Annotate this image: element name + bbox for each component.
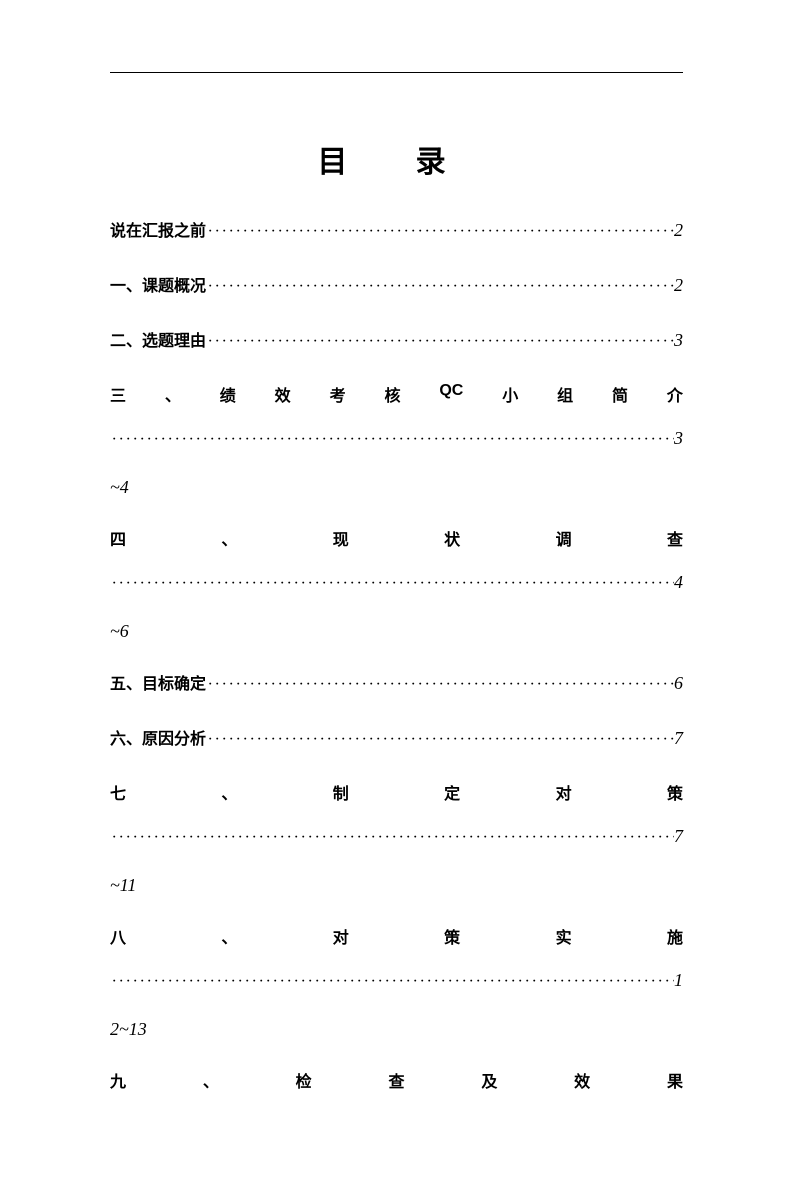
toc-char: 调 [556, 526, 572, 550]
toc-char: 对 [333, 924, 349, 948]
toc-char: QC [439, 382, 463, 406]
toc-dots-line: 1 [110, 970, 683, 991]
toc-char: 实 [556, 924, 572, 948]
toc-label: 一、课题概况 [110, 275, 206, 299]
toc-char: 小 [502, 382, 518, 406]
toc-char: 七 [110, 780, 126, 804]
toc-char: 果 [667, 1068, 683, 1092]
toc-dots [110, 973, 674, 991]
toc-entry-justified: 四 、 现 状 调 查 [110, 526, 683, 550]
toc-entry-justified: 七 、 制 定 对 策 [110, 780, 683, 804]
toc-page: 2 [674, 272, 683, 299]
toc-char: 检 [296, 1068, 312, 1092]
toc-dots-line: 4 [110, 572, 683, 593]
toc-continuation: ~6 [110, 621, 683, 642]
toc-char: 绩 [220, 382, 236, 406]
toc-page: 1 [674, 970, 683, 991]
toc-char: 组 [557, 382, 573, 406]
toc-dots [206, 728, 674, 752]
toc-dots [110, 431, 674, 449]
toc-page: 7 [674, 725, 683, 752]
toc-label: 六、原因分析 [110, 728, 206, 752]
toc-char: 及 [481, 1068, 497, 1092]
toc-char: 查 [388, 1068, 404, 1092]
toc-entry: 五、目标确定 6 [110, 670, 683, 697]
toc-entry: 二、选题理由 3 [110, 327, 683, 354]
toc-entry-justified: 八 、 对 策 实 施 [110, 924, 683, 948]
toc-char: 制 [333, 780, 349, 804]
toc-entry: 六、原因分析 7 [110, 725, 683, 752]
toc-page: 6 [674, 670, 683, 697]
toc-char: 四 [110, 526, 126, 550]
toc-char: 八 [110, 924, 126, 948]
toc-continuation: 2~13 [110, 1019, 683, 1040]
top-rule [110, 72, 683, 73]
toc-dots-line: 3 [110, 428, 683, 449]
toc-dots [206, 220, 674, 244]
toc-char: 、 [221, 924, 237, 948]
toc-title: 目 录 [110, 137, 683, 181]
toc-page: 7 [674, 826, 683, 847]
toc-dots-line: 7 [110, 826, 683, 847]
toc-char: 考 [330, 382, 346, 406]
toc-label: 说在汇报之前 [110, 220, 206, 244]
toc-entry-justified: 九 、 检 查 及 效 果 [110, 1068, 683, 1092]
toc-char: 、 [221, 780, 237, 804]
toc-char: 九 [110, 1068, 126, 1092]
toc-label: 五、目标确定 [110, 673, 206, 697]
toc-entry: 说在汇报之前 2 [110, 217, 683, 244]
toc-page: 3 [674, 327, 683, 354]
toc-char: 策 [667, 780, 683, 804]
toc-page: 2 [674, 217, 683, 244]
toc-dots [110, 575, 674, 593]
toc-entry: 一、课题概况 2 [110, 272, 683, 299]
toc-entry-justified: 三 、 绩 效 考 核 QC 小 组 简 介 [110, 382, 683, 406]
page-container: 目 录 说在汇报之前 2 一、课题概况 2 二、选题理由 3 三 、 绩 效 考… [0, 0, 793, 1186]
toc-char: 效 [275, 382, 291, 406]
toc-char: 对 [556, 780, 572, 804]
toc-continuation: ~11 [110, 875, 683, 896]
toc-char: 、 [165, 382, 181, 406]
toc-dots [206, 673, 674, 697]
toc-char: 状 [444, 526, 460, 550]
toc-continuation: ~4 [110, 477, 683, 498]
toc-dots [206, 330, 674, 354]
toc-dots [206, 275, 674, 299]
toc-char: 核 [384, 382, 400, 406]
toc-char: 简 [612, 382, 628, 406]
toc-char: 、 [203, 1068, 219, 1092]
toc-char: 效 [574, 1068, 590, 1092]
toc-char: 、 [221, 526, 237, 550]
toc-page: 4 [674, 572, 683, 593]
toc-label: 二、选题理由 [110, 330, 206, 354]
toc-char: 查 [667, 526, 683, 550]
toc-char: 策 [444, 924, 460, 948]
toc-char: 三 [110, 382, 126, 406]
toc-char: 介 [667, 382, 683, 406]
toc-page: 3 [674, 428, 683, 449]
toc-char: 施 [667, 924, 683, 948]
toc-char: 现 [333, 526, 349, 550]
toc-char: 定 [444, 780, 460, 804]
toc-dots [110, 829, 674, 847]
